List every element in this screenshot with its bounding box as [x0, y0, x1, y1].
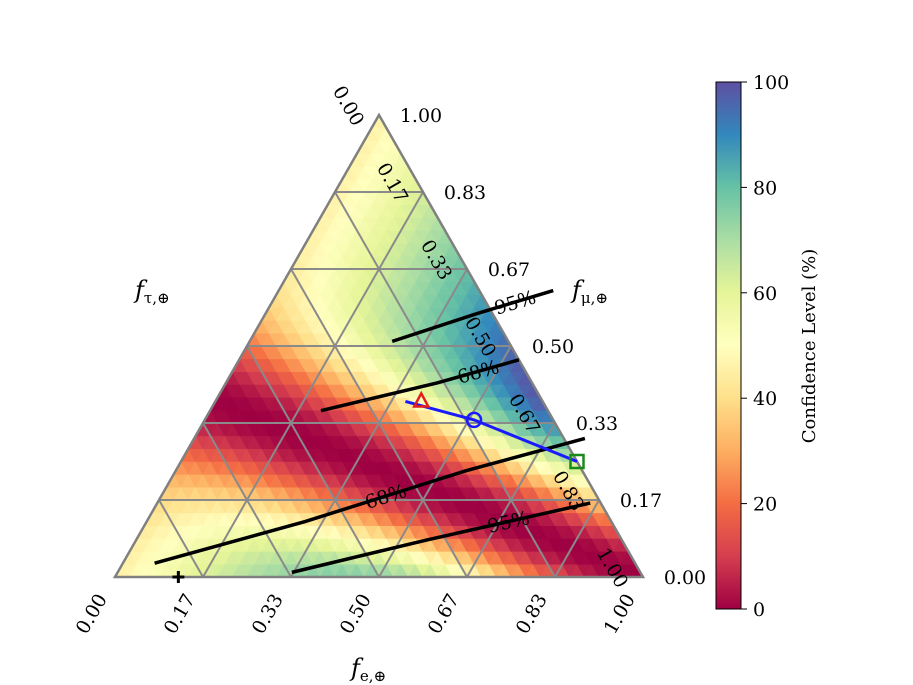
contour-line — [391, 288, 554, 344]
right-axis-tick-label: 0.17 — [620, 490, 662, 512]
best-fit-markers — [172, 390, 585, 583]
grid-line — [202, 191, 424, 578]
left-axis-label: fτ,⊕ — [133, 276, 170, 307]
right-axis-tick-label: 0.00 — [664, 567, 706, 589]
colorbar-tick-label: 100 — [753, 72, 789, 94]
xaxis-tick-label: 0.33 — [248, 590, 288, 638]
right-axis-tick-label: 1.00 — [400, 105, 442, 127]
left-axis-tick-label: 0.00 — [328, 82, 368, 130]
xaxis-tick-label: 0.17 — [160, 590, 200, 638]
triangle-outline — [112, 112, 646, 579]
xaxis-tick-label: 0.67 — [424, 590, 464, 638]
colorbar-ticks: 0 20 40 60 80 100 — [741, 72, 789, 621]
contour-label: 95% — [492, 286, 539, 319]
colorbar — [715, 81, 742, 610]
grid-line — [334, 191, 556, 578]
right-axis-label: fμ,⊕ — [570, 276, 608, 307]
square-marker — [569, 453, 585, 470]
triangle-marker — [412, 390, 431, 408]
grid-line — [378, 345, 512, 578]
contour-line — [154, 436, 586, 565]
right-axis-tick-label: 0.33 — [576, 413, 618, 435]
contour-line — [291, 501, 591, 575]
grid-line — [158, 499, 204, 578]
colorbar-tick-label: 60 — [753, 283, 777, 305]
plus-marker — [172, 571, 185, 583]
grid-line — [290, 268, 468, 578]
xaxis-tick-label: 1.00 — [600, 590, 640, 638]
xaxis-tick-label: 0.50 — [336, 590, 376, 638]
xaxis-tick-label: 0.00 — [72, 590, 112, 638]
right-axis-tick-label: 0.50 — [532, 336, 574, 358]
grid-line — [202, 422, 292, 578]
colorbar-tick-label: 40 — [753, 388, 777, 410]
colorbar-tick-label: 80 — [753, 177, 777, 199]
xaxis-tick-label: 0.83 — [512, 590, 552, 638]
right-axis-tick-label: 0.83 — [444, 182, 486, 204]
grid-line — [246, 345, 380, 578]
xaxis-label: fe,⊕ — [349, 654, 386, 685]
circle-marker — [465, 411, 483, 429]
grid-line — [554, 499, 600, 578]
colorbar-tick-label: 0 — [753, 599, 765, 621]
right-axis-tick-label: 0.67 — [488, 259, 530, 281]
colorbar-tick-label: 20 — [753, 494, 777, 516]
colorbar-label: Confidence Level (%) — [799, 249, 820, 443]
contour-line — [320, 358, 520, 413]
